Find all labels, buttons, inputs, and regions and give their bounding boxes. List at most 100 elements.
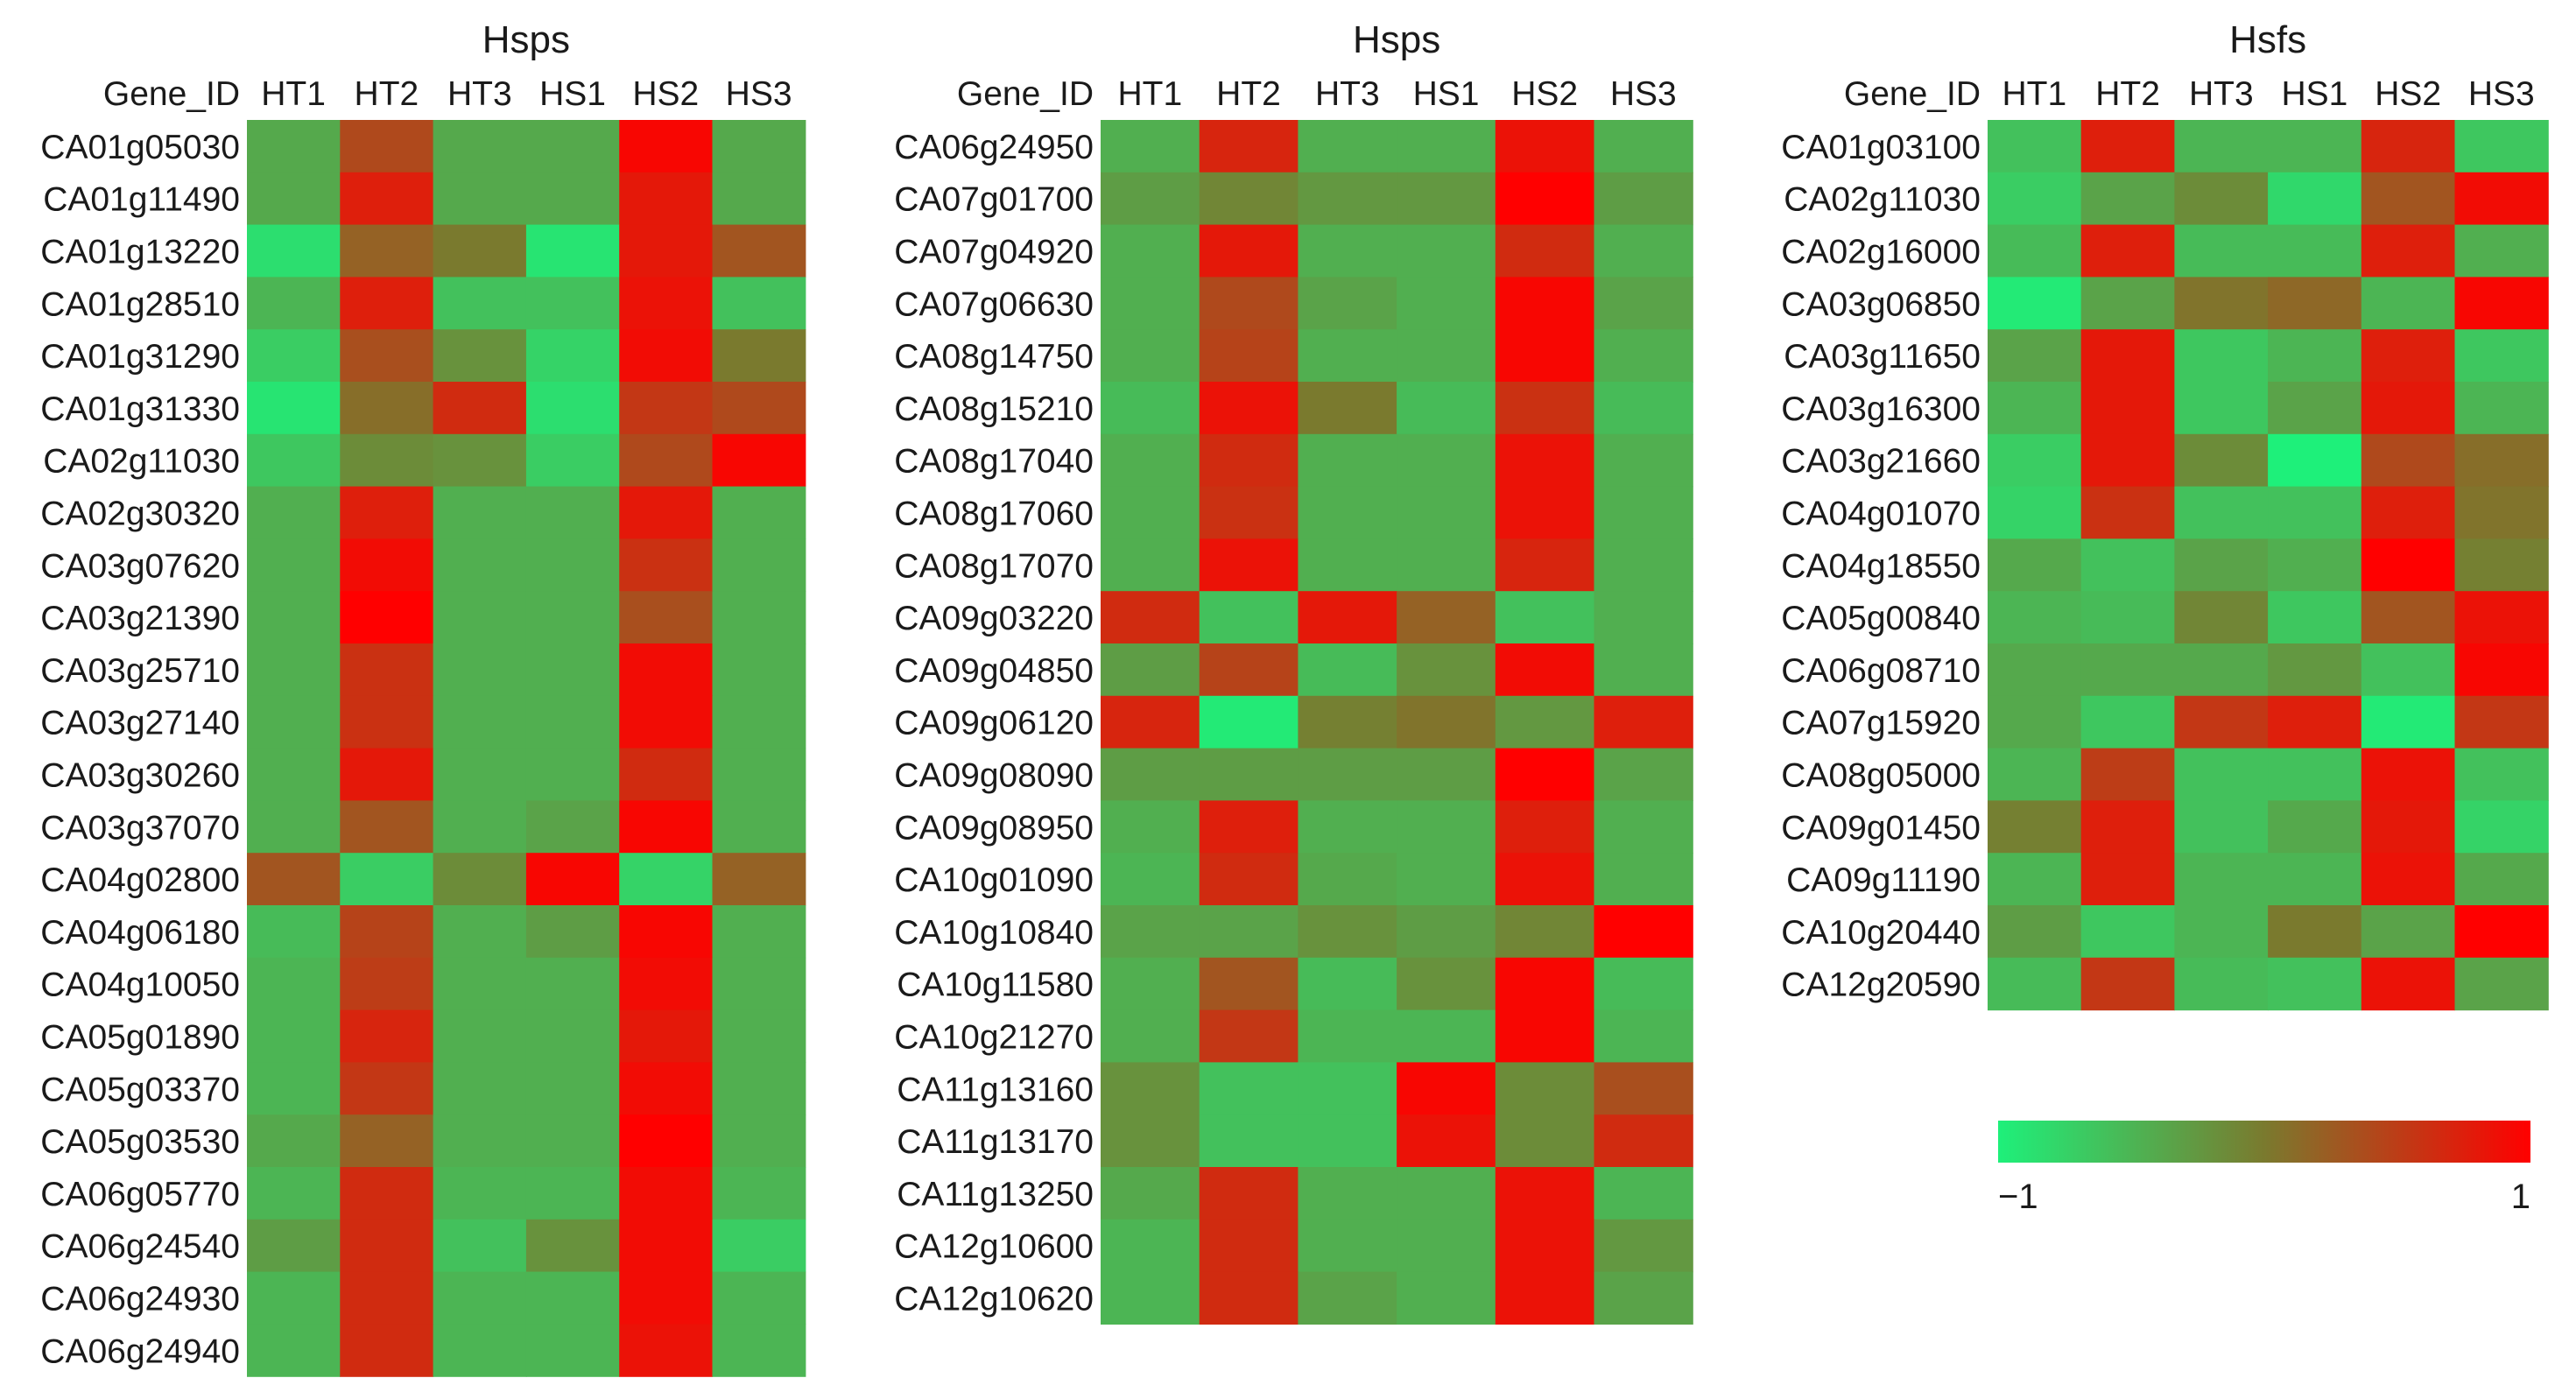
heatmap-cell	[1594, 1271, 1693, 1325]
column-label: HT2	[1216, 75, 1281, 113]
heatmap-cell	[1988, 433, 2082, 488]
heatmap-cell	[340, 224, 434, 278]
heatmap-cell	[1397, 748, 1496, 801]
heatmap-cell	[2454, 957, 2549, 1011]
heatmap-cell	[1199, 329, 1299, 383]
heatmap-cell	[340, 853, 434, 906]
row-label: CA11g13170	[897, 1123, 1094, 1161]
heatmap-cell	[1101, 695, 1200, 749]
heatmap-cell	[1594, 224, 1693, 278]
heatmap-cell	[1594, 957, 1693, 1011]
heatmap-cell	[1495, 695, 1595, 749]
heatmap-cell	[1397, 486, 1496, 539]
heatmap-cell	[1594, 329, 1693, 383]
heatmap-cell	[1397, 1009, 1496, 1063]
heatmap-cell	[1397, 905, 1496, 959]
heatmap-cell	[2268, 853, 2362, 906]
heatmap-cell	[712, 591, 806, 644]
row-label: CA03g06850	[1781, 285, 1981, 323]
row-label: CA10g20440	[1781, 914, 1981, 952]
heatmap-cell	[619, 853, 714, 906]
heatmap-cell	[340, 538, 434, 592]
row-label: CA06g08710	[1781, 652, 1981, 690]
heatmap-cell	[1298, 695, 1397, 749]
heatmap-cell	[340, 591, 434, 644]
row-label: CA06g24950	[894, 129, 1094, 166]
heatmap-cell	[2174, 433, 2269, 488]
heatmap-cell	[1594, 486, 1693, 539]
heatmap-cell	[2080, 643, 2175, 697]
heatmap-cell	[340, 1271, 434, 1325]
row-label: CA08g17070	[894, 547, 1094, 585]
heatmap-cell	[712, 1009, 806, 1063]
heatmap-cell	[340, 1219, 434, 1273]
heatmap-cell	[433, 382, 527, 435]
column-label: HT3	[447, 75, 512, 113]
heatmap-cell	[2361, 486, 2456, 539]
heatmap-cell	[1988, 748, 2082, 801]
heatmap-cell	[619, 1062, 714, 1115]
heatmap-cell	[1495, 382, 1595, 435]
heatmap-cell	[1101, 1167, 1200, 1220]
heatmap-cell	[1298, 1167, 1397, 1220]
heatmap-cell	[1397, 433, 1496, 488]
heatmap-cell	[1101, 172, 1200, 226]
heatmap-cell	[1988, 329, 2082, 383]
heatmap-cell	[1199, 172, 1299, 226]
heatmap-cell	[525, 905, 620, 959]
heatmap-cell	[1495, 538, 1595, 592]
heatmap-cell	[433, 1167, 527, 1220]
heatmap-cell	[2174, 486, 2269, 539]
heatmap-cell	[2080, 172, 2175, 226]
heatmap-cell	[1397, 224, 1496, 278]
heatmap-cell	[2174, 853, 2269, 906]
heatmap-cell	[1495, 277, 1595, 330]
heatmap-panels: Hsps Gene_ID HT1 HT2 HT3 HS1 HS2 HS3 CA01g05030 C…	[40, 18, 2549, 1377]
heatmap-cell	[247, 853, 341, 906]
row-label: CA01g13220	[40, 234, 240, 271]
heatmap-cell	[340, 800, 434, 854]
heatmap-cell	[1101, 1271, 1200, 1325]
heatmap-cell	[2174, 277, 2269, 330]
heatmap-cell	[1495, 329, 1595, 383]
heatmap-panel-3: Hsfs Gene_ID HT1 HT2 HT3 HS1 HS2 HS3 CA01g03100 C…	[1781, 18, 2549, 1011]
column-label: HS2	[1511, 75, 1578, 113]
heatmap-cell	[1495, 1167, 1595, 1220]
heatmap-cell	[2268, 329, 2362, 383]
heatmap-cell	[2361, 905, 2456, 959]
heatmap-cell	[1495, 486, 1595, 539]
heatmap-panel-2: Hsps Gene_ID HT1 HT2 HT3 HS1 HS2 HS3 CA06g24950 C…	[894, 18, 1693, 1325]
heatmap-cell	[525, 748, 620, 801]
heatmap-cell	[1594, 1009, 1693, 1063]
heatmap-cell	[712, 1324, 806, 1377]
heatmap-cell	[1199, 224, 1299, 278]
heatmap-cell	[1594, 591, 1693, 644]
heatmap-cell	[712, 1062, 806, 1115]
heatmap-cell	[340, 1009, 434, 1063]
row-label: CA08g15210	[894, 390, 1094, 428]
heatmap-cell	[1594, 1114, 1693, 1168]
heatmap-cell	[1199, 382, 1299, 435]
column-label: HT2	[2095, 75, 2160, 113]
heatmap-cell	[1397, 1219, 1496, 1273]
heatmap-cell	[1988, 172, 2082, 226]
heatmap-cell	[433, 905, 527, 959]
row-label: CA03g07620	[40, 547, 240, 585]
heatmap-cell	[1199, 800, 1299, 854]
heatmap-cell	[247, 1167, 341, 1220]
heatmap-cell	[1101, 748, 1200, 801]
row-label: CA05g01890	[40, 1019, 240, 1057]
heatmap-cell	[712, 224, 806, 278]
legend-colorbar	[1998, 1121, 2530, 1163]
heatmap-cell	[1988, 695, 2082, 749]
row-label: CA03g37070	[40, 809, 240, 847]
heatmap-cell	[247, 224, 341, 278]
heatmap-cell	[525, 224, 620, 278]
heatmap-cell	[1298, 1219, 1397, 1273]
heatmap-cell	[2361, 120, 2456, 173]
row-label: CA03g21390	[40, 600, 240, 637]
heatmap-cell	[247, 1009, 341, 1063]
heatmap-cell	[1101, 1062, 1200, 1115]
heatmap-cell	[1298, 1271, 1397, 1325]
